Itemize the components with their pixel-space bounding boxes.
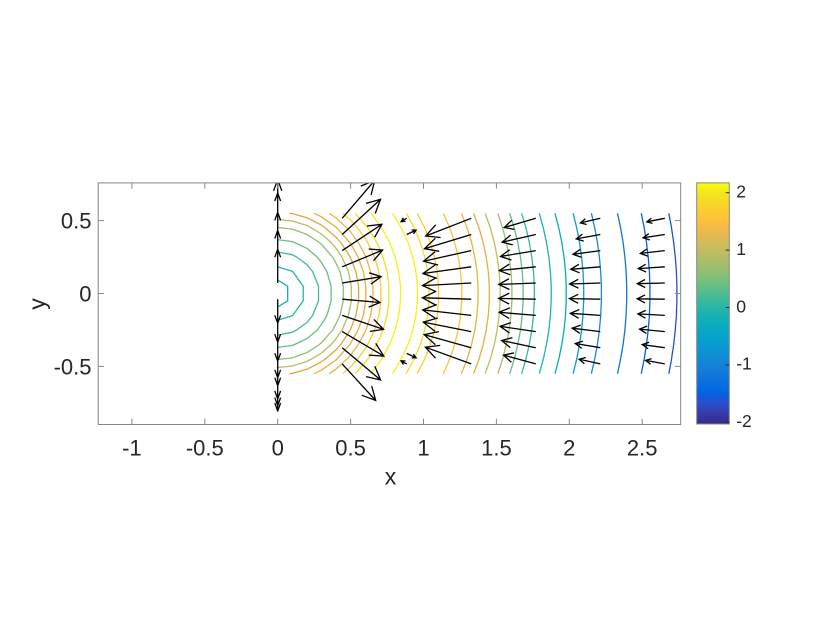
svg-text:-0.5: -0.5 [186,435,224,460]
svg-text:2: 2 [736,182,746,202]
svg-text:y: y [24,298,50,310]
svg-text:-1: -1 [736,354,752,374]
svg-text:-1: -1 [122,435,142,460]
svg-text:0: 0 [272,435,284,460]
svg-text:-0.5: -0.5 [54,354,92,379]
svg-text:0: 0 [79,281,91,306]
svg-text:1: 1 [417,435,429,460]
svg-text:2: 2 [563,435,575,460]
svg-text:0: 0 [736,296,746,316]
svg-text:0.5: 0.5 [61,209,92,234]
svg-text:1: 1 [736,239,746,259]
svg-text:0.5: 0.5 [335,435,366,460]
svg-text:2.5: 2.5 [627,435,658,460]
svg-text:x: x [385,463,397,489]
svg-text:1.5: 1.5 [481,435,512,460]
svg-text:-2: -2 [736,411,752,431]
